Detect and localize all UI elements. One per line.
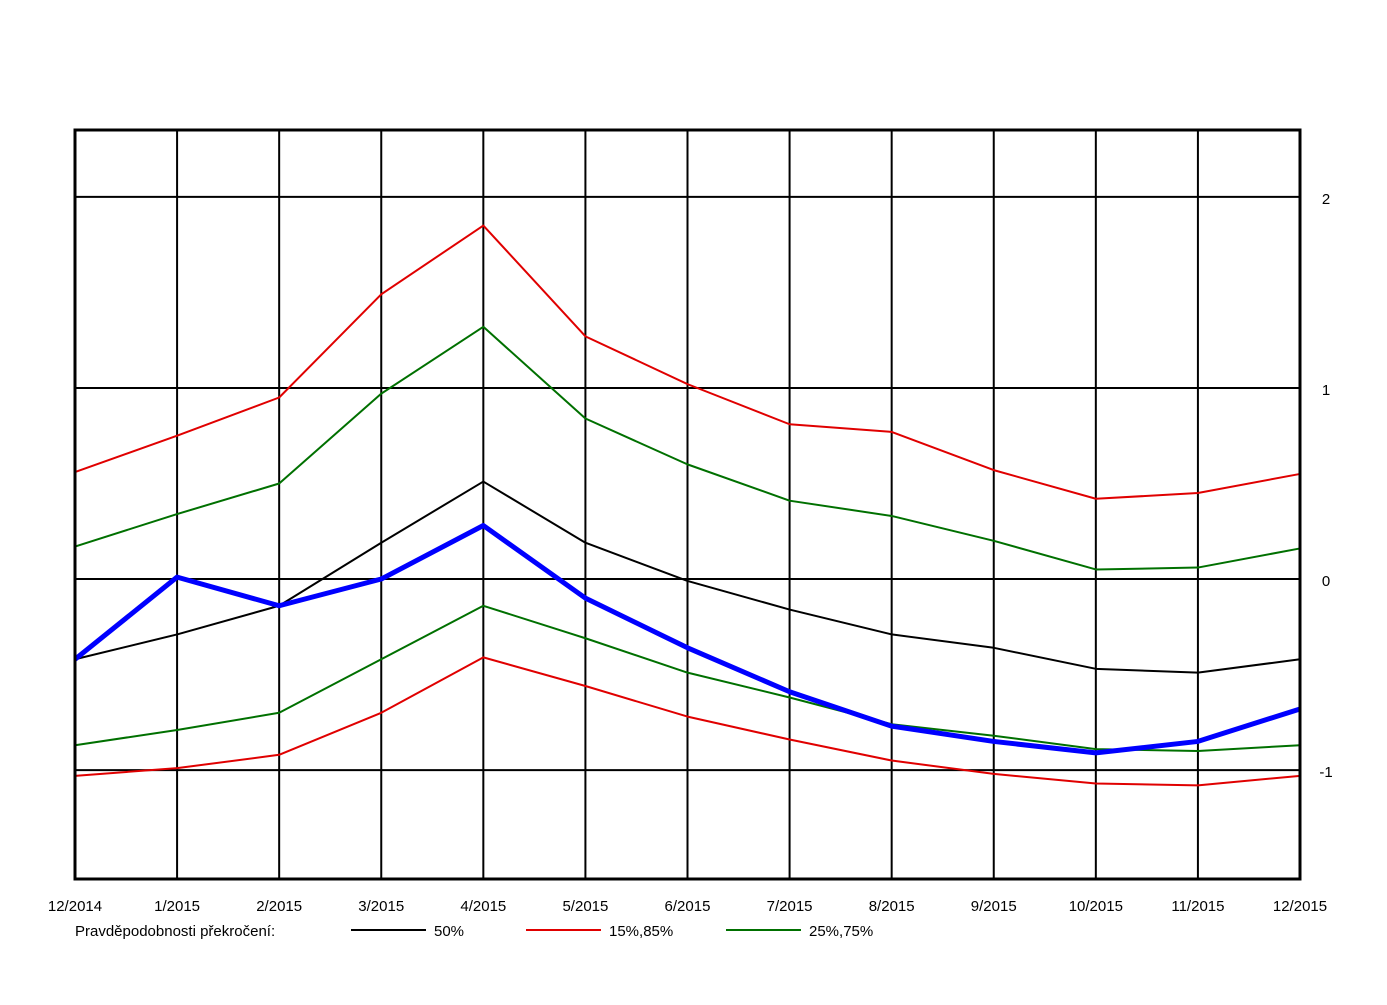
x-axis: 12/2014 1/2015 2/2015 3/2015 4/2015 5/2015 6/2… <box>48 898 1327 915</box>
x-tick-label: 11/2015 <box>1171 898 1224 915</box>
x-tick-label: 2/2015 <box>256 898 302 915</box>
x-tick-label: 10/2015 <box>1069 898 1123 915</box>
y-tick-label: -1 <box>1319 764 1332 781</box>
legend: Pravděpodobnosti překročení: 50% 15%,85% 2… <box>75 923 873 940</box>
legend-title: Pravděpodobnosti překročení: <box>75 923 275 940</box>
legend-label-green_upper: 25%,75% <box>809 923 873 940</box>
x-tick-label: 12/2014 <box>48 898 102 915</box>
x-tick-label: 3/2015 <box>358 898 404 915</box>
grid <box>74 130 1301 879</box>
x-tick-label: 1/2015 <box>154 898 200 915</box>
x-tick-label: 9/2015 <box>971 898 1017 915</box>
legend-label-median: 50% <box>434 923 464 940</box>
plot-frame <box>73 128 1302 881</box>
y-tick-label: 0 <box>1322 573 1330 590</box>
x-tick-label: 7/2015 <box>767 898 813 915</box>
y-tick-label: 2 <box>1322 191 1330 208</box>
x-tick-label: 4/2015 <box>460 898 506 915</box>
x-tick-label: 8/2015 <box>869 898 915 915</box>
y-axis: 2 1 0 -1 <box>1319 191 1332 781</box>
legend-label-red_upper: 15%,85% <box>609 923 673 940</box>
series-lines <box>73 224 1301 787</box>
x-tick-label: 12/2015 <box>1273 898 1327 915</box>
y-tick-label: 1 <box>1322 382 1330 399</box>
x-tick-label: 6/2015 <box>665 898 711 915</box>
x-tick-label: 5/2015 <box>562 898 608 915</box>
